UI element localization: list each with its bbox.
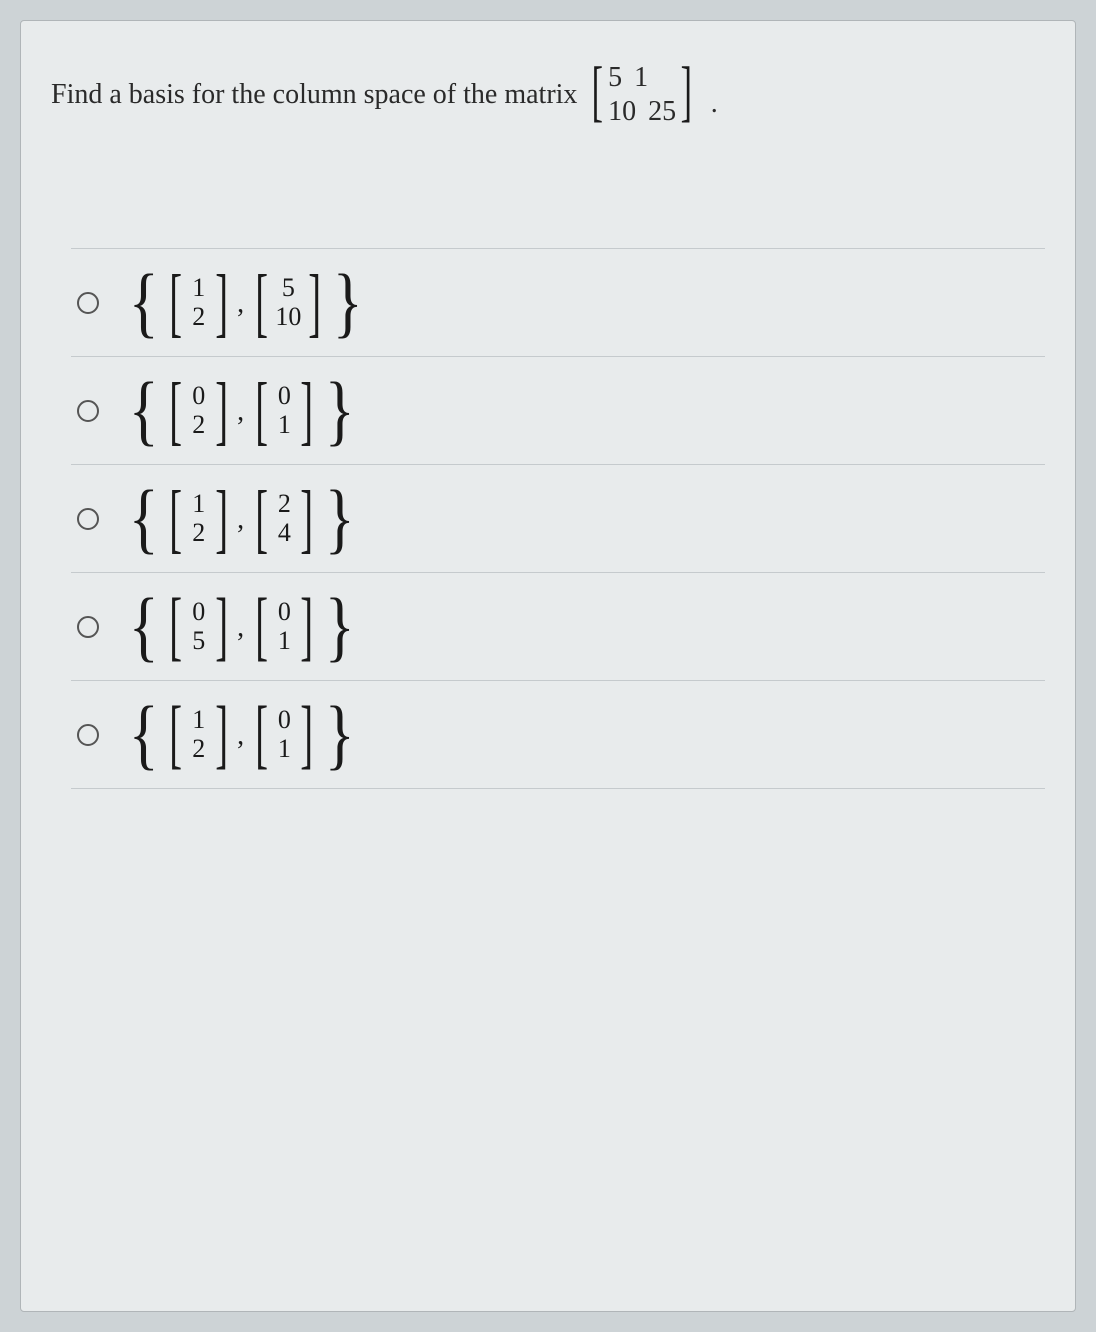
cell: 2	[190, 519, 208, 548]
cell: 0	[190, 598, 208, 627]
radio-icon[interactable]	[77, 724, 99, 746]
radio-icon[interactable]	[77, 508, 99, 530]
cell: 2	[190, 735, 208, 764]
question-matrix: [ 5 1 10 25 ]	[587, 61, 696, 128]
cell: 0	[190, 382, 208, 411]
right-bracket-icon: ]	[215, 592, 228, 661]
right-bracket-icon: ]	[301, 592, 314, 661]
vector-1: [ 1 2 ]	[164, 703, 233, 766]
comma: ,	[237, 504, 244, 550]
comma: ,	[237, 396, 244, 442]
right-bracket-icon: ]	[215, 268, 228, 337]
cell: 2	[190, 411, 208, 440]
matrix-cell: 1	[634, 61, 648, 95]
cell: 2	[190, 303, 208, 332]
vector-2: [ 0 1 ]	[250, 595, 319, 658]
cell: 0	[275, 706, 293, 735]
left-bracket-icon: [	[255, 268, 268, 337]
option-content: { [ 1 2 ] , [ 2 4 ]	[125, 487, 358, 550]
option-3[interactable]: { [ 1 2 ] , [ 2 4 ]	[71, 465, 1045, 573]
cell: 1	[190, 706, 208, 735]
option-content: { [ 0 2 ] , [ 0 1 ]	[125, 379, 358, 442]
cell: 10	[275, 303, 301, 332]
right-brace-icon: }	[324, 387, 354, 434]
left-bracket-icon: [	[170, 376, 183, 445]
right-bracket-icon: ]	[301, 376, 314, 445]
vector-1: [ 0 2 ]	[164, 379, 233, 442]
cell: 1	[190, 274, 208, 303]
vector-1: [ 1 2 ]	[164, 487, 233, 550]
right-bracket-icon: ]	[215, 376, 228, 445]
cell: 5	[279, 274, 297, 303]
left-bracket-icon: [	[255, 700, 268, 769]
right-brace-icon: }	[324, 603, 354, 650]
left-brace-icon: {	[129, 495, 159, 542]
matrix-cell: 5	[608, 61, 622, 95]
left-brace-icon: {	[129, 279, 159, 326]
left-bracket-icon: [	[170, 700, 183, 769]
left-brace-icon: {	[129, 603, 159, 650]
right-brace-icon: }	[332, 279, 362, 326]
radio-icon[interactable]	[77, 616, 99, 638]
vector-1: [ 1 2 ]	[164, 271, 233, 334]
cell: 5	[190, 627, 208, 656]
option-2[interactable]: { [ 0 2 ] , [ 0 1 ]	[71, 357, 1045, 465]
left-bracket-icon: [	[592, 58, 603, 132]
options-list: { [ 1 2 ] , [ 5 10 ]	[51, 248, 1045, 789]
right-bracket-icon: ]	[301, 700, 314, 769]
right-brace-icon: }	[324, 495, 354, 542]
left-bracket-icon: [	[255, 592, 268, 661]
comma: ,	[237, 612, 244, 658]
matrix-cell: 25	[648, 95, 676, 129]
radio-icon[interactable]	[77, 292, 99, 314]
matrix-cells: 5 1 10 25	[608, 61, 676, 128]
cell: 2	[275, 490, 293, 519]
vector-1: [ 0 5 ]	[164, 595, 233, 658]
question-text: Find a basis for the column space of the…	[51, 79, 577, 111]
right-bracket-icon: ]	[681, 58, 692, 132]
comma: ,	[237, 288, 244, 334]
right-bracket-icon: ]	[215, 700, 228, 769]
cell: 1	[275, 627, 293, 656]
radio-icon[interactable]	[77, 400, 99, 422]
left-bracket-icon: [	[170, 592, 183, 661]
left-bracket-icon: [	[170, 484, 183, 553]
vector-2: [ 0 1 ]	[250, 379, 319, 442]
cell: 1	[275, 411, 293, 440]
right-brace-icon: }	[324, 711, 354, 758]
option-5[interactable]: { [ 1 2 ] , [ 0 1 ]	[71, 681, 1045, 789]
cell: 4	[275, 519, 293, 548]
question-prompt: Find a basis for the column space of the…	[51, 61, 1045, 128]
right-bracket-icon: ]	[301, 484, 314, 553]
vector-2: [ 2 4 ]	[250, 487, 319, 550]
option-1[interactable]: { [ 1 2 ] , [ 5 10 ]	[71, 248, 1045, 357]
cell: 0	[275, 598, 293, 627]
left-brace-icon: {	[129, 711, 159, 758]
cell: 1	[190, 490, 208, 519]
question-card: Find a basis for the column space of the…	[20, 20, 1076, 1312]
left-bracket-icon: [	[255, 484, 268, 553]
option-content: { [ 0 5 ] , [ 0 1 ]	[125, 595, 358, 658]
period: .	[711, 88, 718, 128]
cell: 1	[275, 735, 293, 764]
right-bracket-icon: ]	[215, 484, 228, 553]
option-4[interactable]: { [ 0 5 ] , [ 0 1 ]	[71, 573, 1045, 681]
cell: 0	[275, 382, 293, 411]
option-content: { [ 1 2 ] , [ 0 1 ]	[125, 703, 358, 766]
left-brace-icon: {	[129, 387, 159, 434]
option-content: { [ 1 2 ] , [ 5 10 ]	[125, 271, 366, 334]
vector-2: [ 0 1 ]	[250, 703, 319, 766]
comma: ,	[237, 720, 244, 766]
left-bracket-icon: [	[170, 268, 183, 337]
matrix-cell: 10	[608, 95, 636, 129]
vector-2: [ 5 10 ]	[250, 271, 327, 334]
right-bracket-icon: ]	[309, 268, 322, 337]
left-bracket-icon: [	[255, 376, 268, 445]
